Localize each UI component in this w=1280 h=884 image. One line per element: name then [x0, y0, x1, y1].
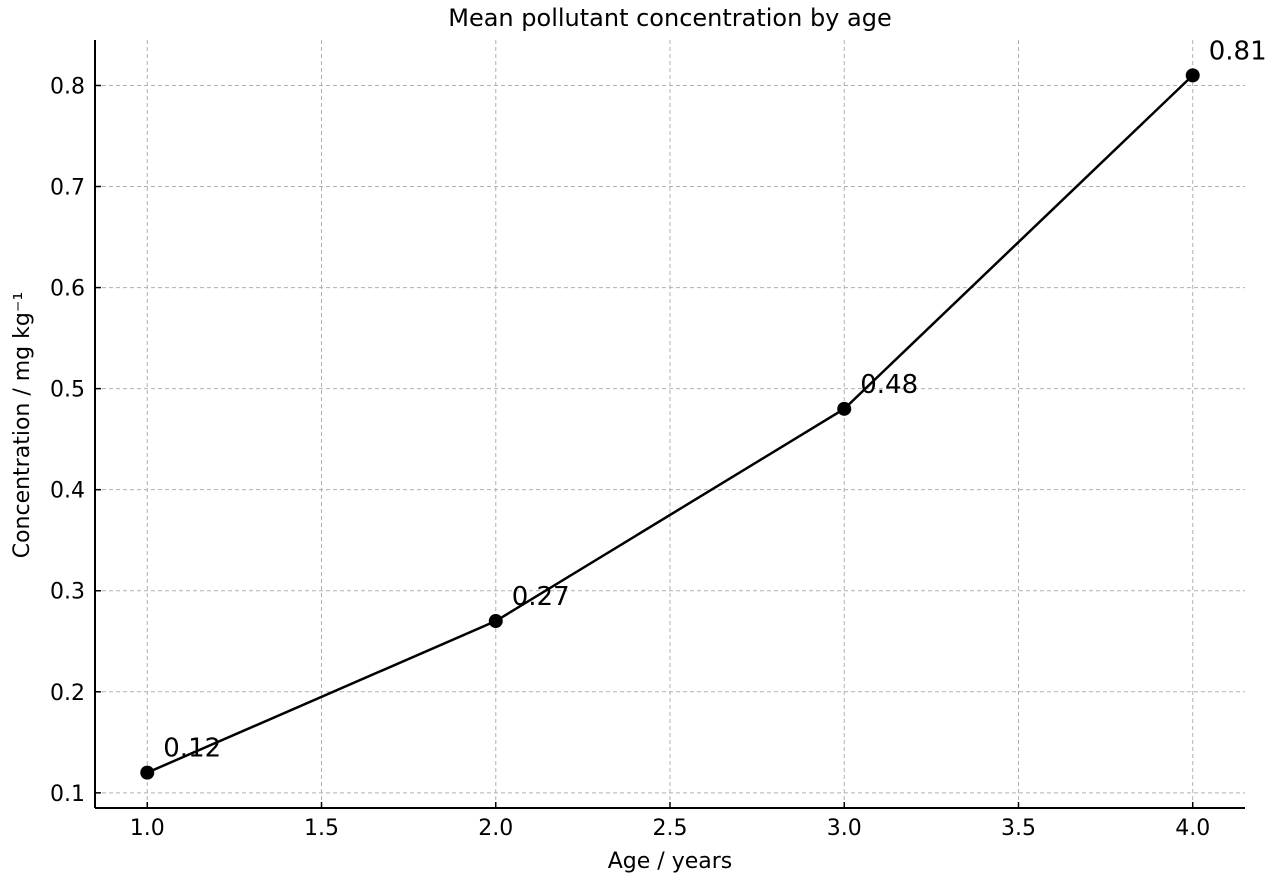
y-tick-label: 0.6: [50, 277, 85, 302]
data-point-marker: [837, 401, 852, 416]
y-ticks: 0.1 0.2 0.3 0.4 0.5 0.6 0.7 0.8: [50, 74, 101, 807]
chart-title: Mean pollutant concentration by age: [448, 4, 891, 32]
y-tick-label: 0.1: [50, 782, 85, 807]
x-ticks: 1.0 1.5 2.0 2.5 3.0 3.5 4.0: [130, 802, 1210, 841]
data-point-label: 0.48: [860, 370, 918, 400]
grid: [95, 40, 1245, 808]
data-labels: 0.12 0.27 0.48 0.81: [163, 36, 1266, 763]
x-tick-label: 2.0: [478, 816, 513, 841]
data-point-label: 0.12: [163, 734, 221, 764]
x-tick-label: 3.0: [827, 816, 862, 841]
series-line: [146, 74, 1194, 774]
x-tick-label: 4.0: [1175, 816, 1210, 841]
y-tick-label: 0.5: [50, 378, 85, 403]
data-point-marker: [140, 765, 155, 780]
y-tick-label: 0.8: [50, 74, 85, 99]
y-tick-label: 0.2: [50, 681, 85, 706]
x-tick-label: 1.5: [304, 816, 339, 841]
data-point-marker: [1185, 68, 1200, 83]
x-tick-label: 2.5: [653, 816, 688, 841]
x-tick-label: 1.0: [130, 816, 165, 841]
y-tick-label: 0.3: [50, 580, 85, 605]
y-tick-label: 0.7: [50, 176, 85, 201]
x-axis-label: Age / years: [608, 849, 733, 874]
y-tick-label: 0.4: [50, 479, 85, 504]
data-point-label: 0.27: [512, 582, 570, 612]
y-axis-label: Concentration / mg kg⁻¹: [10, 292, 35, 559]
x-tick-label: 3.5: [1001, 816, 1036, 841]
data-point-marker: [488, 614, 503, 629]
series: [140, 68, 1200, 780]
data-point-label: 0.81: [1209, 36, 1267, 66]
